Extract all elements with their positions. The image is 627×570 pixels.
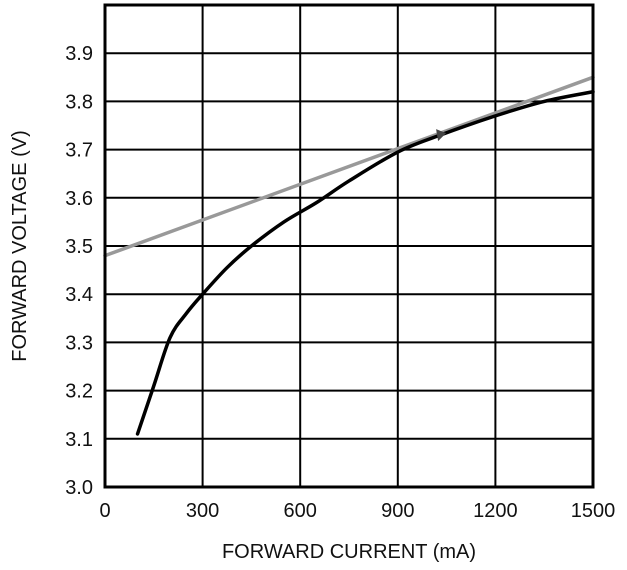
y-tick-label: 3.7	[65, 140, 93, 162]
x-tick-label: 0	[99, 500, 110, 522]
y-tick-label: 3.1	[65, 429, 93, 451]
x-tick-label: 600	[284, 500, 317, 522]
x-tick-label: 900	[381, 500, 414, 522]
series-line-measured	[135, 90, 595, 436]
y-tick-label: 3.2	[65, 381, 93, 403]
series-line-linear-fit	[103, 75, 595, 258]
y-tick-label: 3.9	[65, 43, 93, 65]
y-tick-label: 3.0	[65, 477, 93, 499]
series-layer	[103, 75, 595, 436]
marker-arrow	[436, 129, 447, 142]
y-axis-label: FORWARD VOLTAGE (V)	[9, 130, 31, 362]
x-tick-label: 300	[186, 500, 219, 522]
x-axis-label: FORWARD CURRENT (mA)	[222, 541, 476, 563]
x-tick-label: 1500	[571, 500, 616, 522]
y-tick-label: 3.4	[65, 284, 93, 306]
x-tick-label: 1200	[473, 500, 518, 522]
plot-frame	[103, 3, 595, 489]
y-tick-labels: 3.0 3.1 3.2 3.3 3.4 3.5 3.6 3.7 3.8 3.9	[65, 43, 93, 499]
x-tick-labels: 0 300 600 900 1200 1500	[99, 500, 615, 522]
y-tick-label: 3.5	[65, 236, 93, 258]
grid	[104, 4, 594, 487]
y-tick-label: 3.6	[65, 188, 93, 210]
y-tick-label: 3.3	[65, 332, 93, 354]
y-tick-label: 3.8	[65, 91, 93, 113]
